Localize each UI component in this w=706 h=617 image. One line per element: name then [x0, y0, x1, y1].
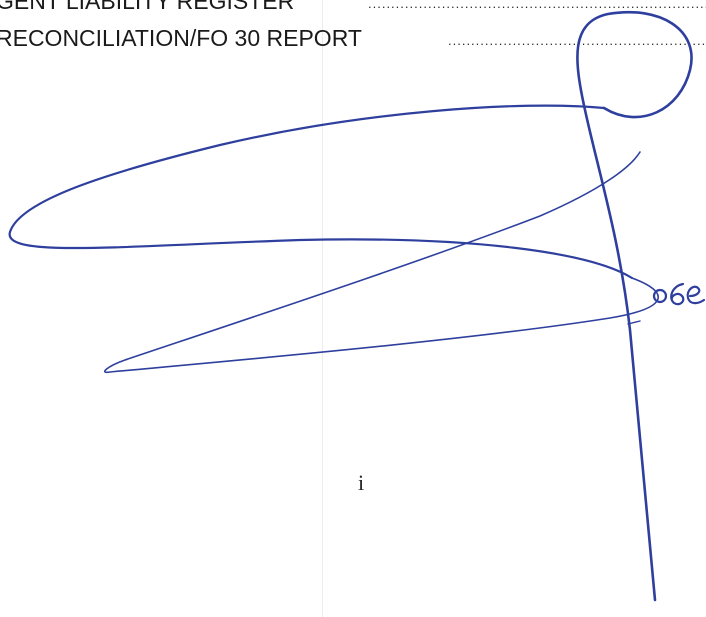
toc-entry-reconciliation-fo30-report: RECONCILIATION/FO 30 REPORT ............… [0, 25, 706, 51]
signature-suffix-6 [670, 282, 685, 306]
toc-dot-leader: ........................................… [368, 0, 706, 11]
signature-stroke-upper-loop [8, 104, 634, 280]
signature-suffix-e [686, 285, 706, 305]
toc-entry-gent-liability-register: GENT LIABILITY REGISTER ................… [0, 0, 706, 14]
signature-suffix-o [652, 288, 668, 304]
page-number: i [358, 470, 365, 495]
scan-fold-line [322, 0, 323, 617]
signature-stroke-lower-sweep [104, 151, 659, 374]
signature-suffix-o6e [652, 282, 706, 306]
toc-entry-title: RECONCILIATION/FO 30 REPORT [0, 25, 362, 51]
signature-strokes [8, 10, 706, 602]
signature-stroke-vertical-loop [576, 10, 693, 602]
toc-entry-title: GENT LIABILITY REGISTER [0, 0, 295, 14]
signature-stroke-tick [627, 320, 641, 325]
toc-dot-leader: ........................................… [448, 33, 706, 48]
